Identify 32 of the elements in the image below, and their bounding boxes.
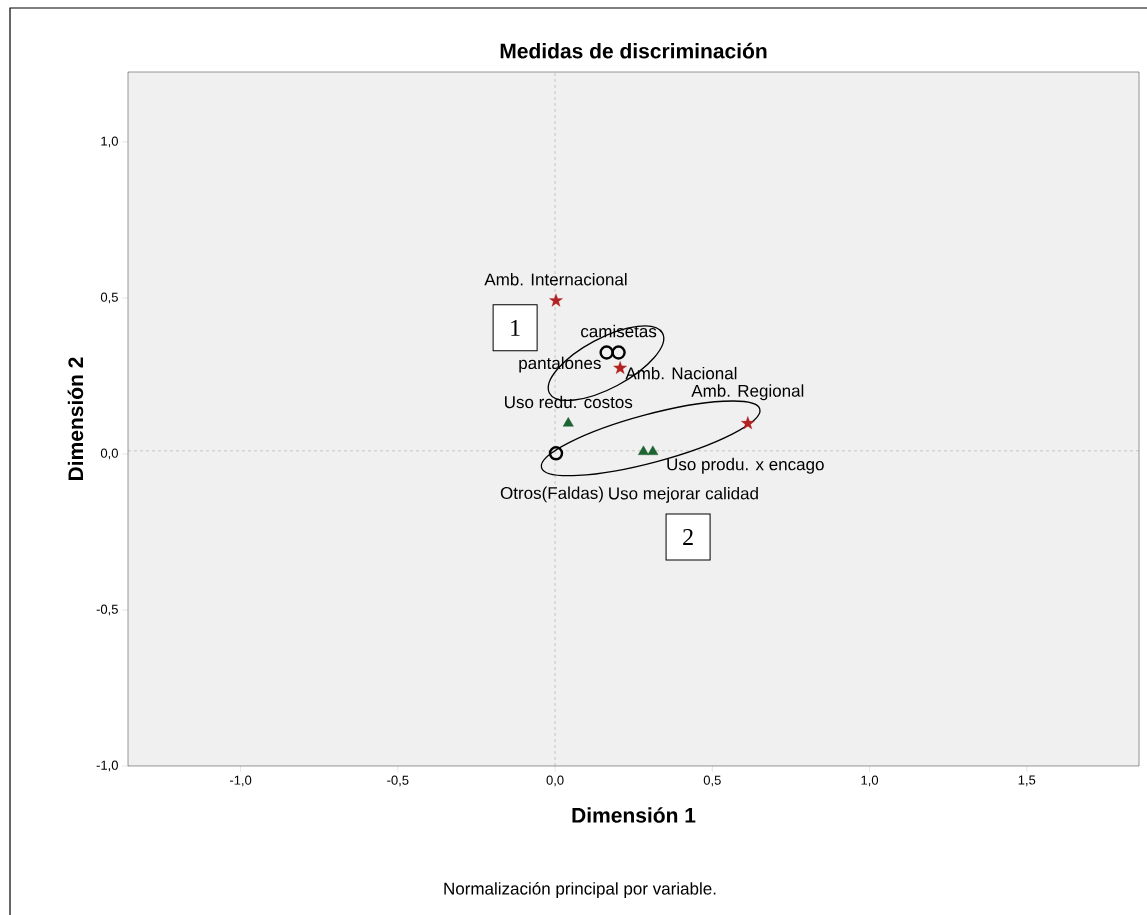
data-label: Otros(Faldas) (500, 486, 603, 503)
x-tick-label: 0,0 (546, 775, 564, 787)
data-label: Uso redu. costos (505, 395, 633, 409)
point (599, 345, 614, 360)
y-tick-label: -1,0 (96, 760, 118, 772)
data-label: Uso produ. x encago (667, 457, 824, 474)
point (741, 416, 755, 430)
x-tick-label: 0,5 (703, 775, 721, 787)
y-tick-label: 0,5 (100, 292, 118, 304)
x-axis-title: Dimensión 1 (572, 807, 696, 823)
data-label: Amb. Regional (691, 384, 804, 401)
x-tick-label: 1,5 (1018, 775, 1036, 787)
annotation: 1 (511, 319, 520, 336)
x-tick-label: 1,0 (861, 775, 879, 787)
point (647, 445, 659, 455)
y-axis-title: Dimensión 2 (67, 357, 84, 481)
y-tick-label: 1,0 (101, 136, 118, 148)
point (548, 446, 564, 461)
x-tick-label: -1,0 (229, 775, 252, 787)
point (549, 293, 563, 307)
annotation: 2 (683, 529, 693, 545)
data-label: Amb. Internacional (484, 273, 627, 286)
y-tick-label: -0,5 (96, 604, 118, 616)
text: Normalización principal por variable. (444, 881, 716, 899)
data-label: Uso mejorar calidad (609, 486, 758, 503)
point (611, 345, 626, 360)
y-tick-label: 0,0 (100, 448, 118, 460)
point (562, 417, 574, 427)
point (638, 445, 649, 455)
x-tick-label: -0,5 (387, 775, 409, 787)
point (613, 360, 627, 374)
chart-title: Medidas de discriminación (500, 42, 767, 59)
